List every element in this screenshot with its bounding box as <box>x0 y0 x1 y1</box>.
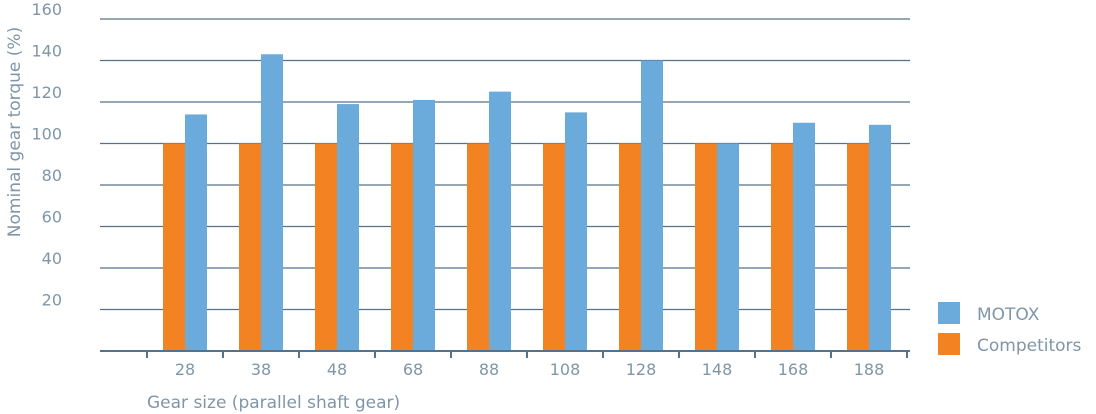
y-tick-label: 20 <box>42 291 62 310</box>
x-tick-label: 68 <box>403 360 423 379</box>
bar-competitors-48 <box>315 143 337 351</box>
y-tick-label: 100 <box>31 125 62 144</box>
bar-competitors-188 <box>847 143 869 351</box>
legend-label-motox: MOTOX <box>977 305 1040 325</box>
x-tick-label: 188 <box>854 360 885 379</box>
bar-competitors-108 <box>543 143 565 351</box>
x-tick-label: 28 <box>175 360 195 379</box>
bar-motox-108 <box>565 112 587 351</box>
bar-competitors-28 <box>163 143 185 351</box>
x-tick-label: 48 <box>327 360 347 379</box>
bar-competitors-38 <box>239 143 261 351</box>
y-axis-title: Nominal gear torque (%) <box>5 27 25 237</box>
y-tick-label: 60 <box>42 208 62 227</box>
y-tick-label: 140 <box>31 42 62 61</box>
x-axis-title: Gear size (parallel shaft gear) <box>147 393 400 413</box>
y-tick-label: 80 <box>42 166 62 185</box>
x-axis-tick-labels: 28 38 48 68 88 108 128 148 168 188 <box>175 360 884 379</box>
x-tick-label: 168 <box>778 360 809 379</box>
bar-motox-68 <box>413 99 435 351</box>
bar-competitors-68 <box>391 143 413 351</box>
x-tick-label: 108 <box>550 360 581 379</box>
y-axis-tick-labels: 20 40 60 80 100 120 140 160 <box>31 0 62 310</box>
bar-competitors-168 <box>771 143 793 351</box>
bar-competitors-88 <box>467 143 489 351</box>
x-tick-label: 88 <box>479 360 499 379</box>
legend-swatch-motox <box>938 302 960 324</box>
x-tick-label: 38 <box>251 360 271 379</box>
bar-motox-88 <box>489 91 511 351</box>
bar-competitors-128 <box>619 143 641 351</box>
y-tick-label: 120 <box>31 83 62 102</box>
bar-motox-28 <box>185 114 207 351</box>
bar-motox-148 <box>717 143 739 351</box>
x-tick-label: 128 <box>626 360 657 379</box>
bar-series <box>163 54 891 352</box>
bar-motox-128 <box>641 60 663 351</box>
legend-swatch-competitors <box>938 333 960 355</box>
x-tick-label: 148 <box>702 360 733 379</box>
legend: MOTOX Competitors <box>938 302 1082 356</box>
bar-motox-48 <box>337 104 359 351</box>
y-tick-label: 160 <box>31 0 62 19</box>
bar-motox-168 <box>793 122 815 351</box>
y-tick-label: 40 <box>42 249 62 268</box>
x-axis <box>100 350 910 358</box>
bar-motox-188 <box>869 124 891 351</box>
bar-motox-38 <box>261 54 283 352</box>
legend-label-competitors: Competitors <box>977 336 1082 356</box>
bar-competitors-148 <box>695 143 717 351</box>
